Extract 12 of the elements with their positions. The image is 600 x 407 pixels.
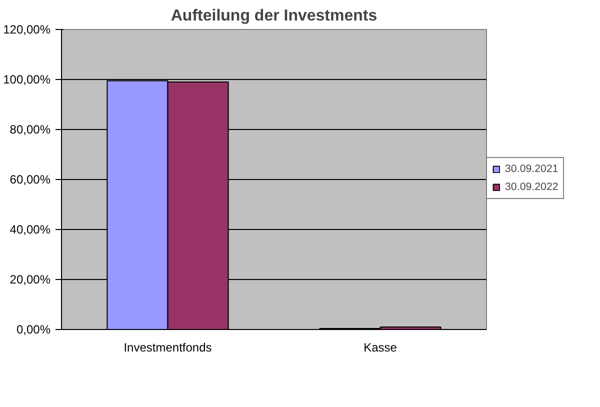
legend-label: 30.09.2022 [505,181,558,193]
y-tick-label: 120,00% [3,22,51,36]
y-tick-label: 0,00% [16,322,51,336]
y-tick-label: 20,00% [10,272,51,286]
y-tick-label: 60,00% [10,172,51,186]
y-tick-label: 80,00% [10,122,51,136]
y-tick-label: 40,00% [10,222,51,236]
y-tick-label: 100,00% [3,72,51,86]
legend-label: 30.09.2021 [505,163,558,175]
x-tick-label: Kasse [364,340,398,354]
x-tick-label: Investmentfonds [124,340,212,354]
chart-title: Aufteilung der Investments [170,8,378,24]
